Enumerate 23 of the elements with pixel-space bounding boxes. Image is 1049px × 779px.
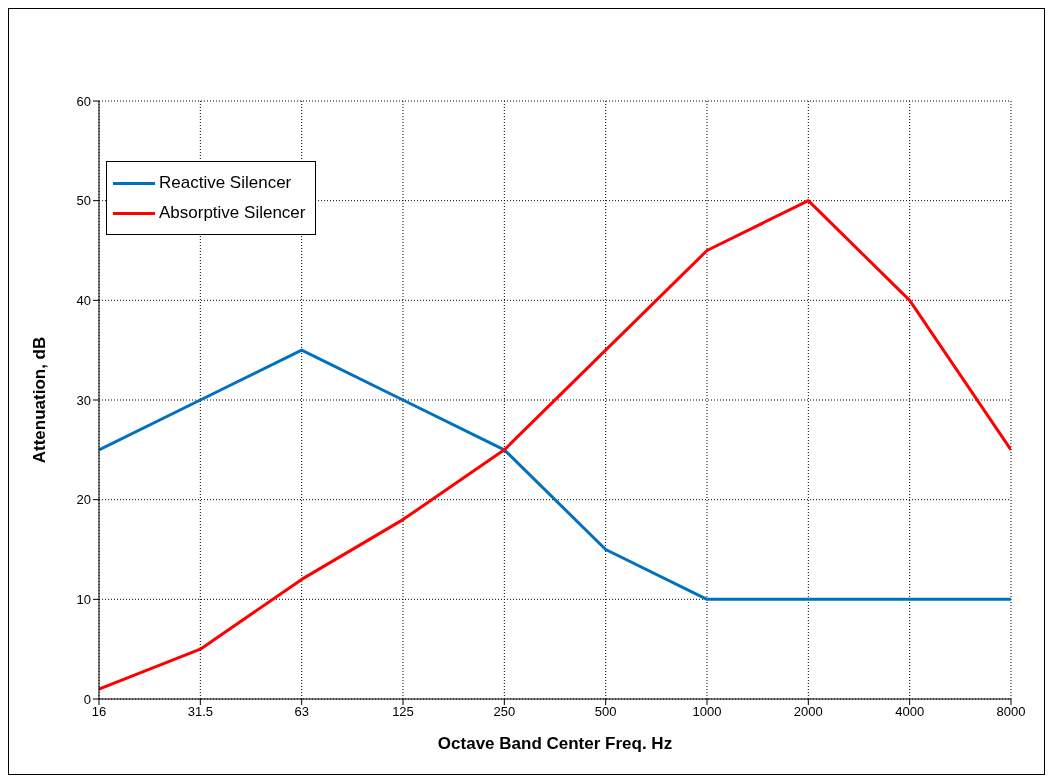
line-series bbox=[99, 199, 1011, 691]
y-tick-label: 0 bbox=[83, 691, 91, 707]
y-tick-label: 30 bbox=[76, 392, 91, 408]
legend-label: Absorptive Silencer bbox=[159, 203, 306, 223]
y-axis-title: Attenuation, dB bbox=[30, 336, 50, 464]
line-series bbox=[99, 348, 1011, 601]
y-tick-label: 60 bbox=[76, 93, 91, 109]
x-axis-title: Octave Band Center Freq. Hz bbox=[437, 734, 673, 753]
x-tick-label: 31.5 bbox=[187, 704, 213, 720]
x-tick-label: 500 bbox=[594, 704, 617, 720]
x-tick-label: 2000 bbox=[793, 704, 823, 720]
x-tick-label: 4000 bbox=[895, 704, 925, 720]
y-tick-label: 10 bbox=[76, 591, 91, 607]
x-tick-label: 250 bbox=[493, 704, 516, 720]
y-tick-label: 40 bbox=[76, 292, 91, 308]
x-tick-label: 63 bbox=[294, 704, 309, 720]
legend-label: Reactive Silencer bbox=[159, 173, 292, 193]
x-tick-label: 16 bbox=[91, 704, 107, 720]
x-tick-label: 8000 bbox=[996, 704, 1026, 720]
x-tick-label: 125 bbox=[392, 704, 414, 720]
y-tick-label: 20 bbox=[76, 492, 91, 508]
y-tick-label: 50 bbox=[76, 193, 91, 209]
x-tick-label: 1000 bbox=[692, 704, 722, 720]
